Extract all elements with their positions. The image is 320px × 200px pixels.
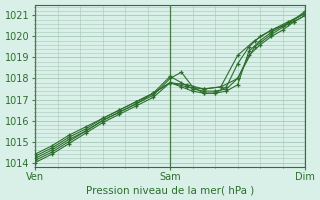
X-axis label: Pression niveau de la mer( hPa ): Pression niveau de la mer( hPa )	[86, 185, 254, 195]
